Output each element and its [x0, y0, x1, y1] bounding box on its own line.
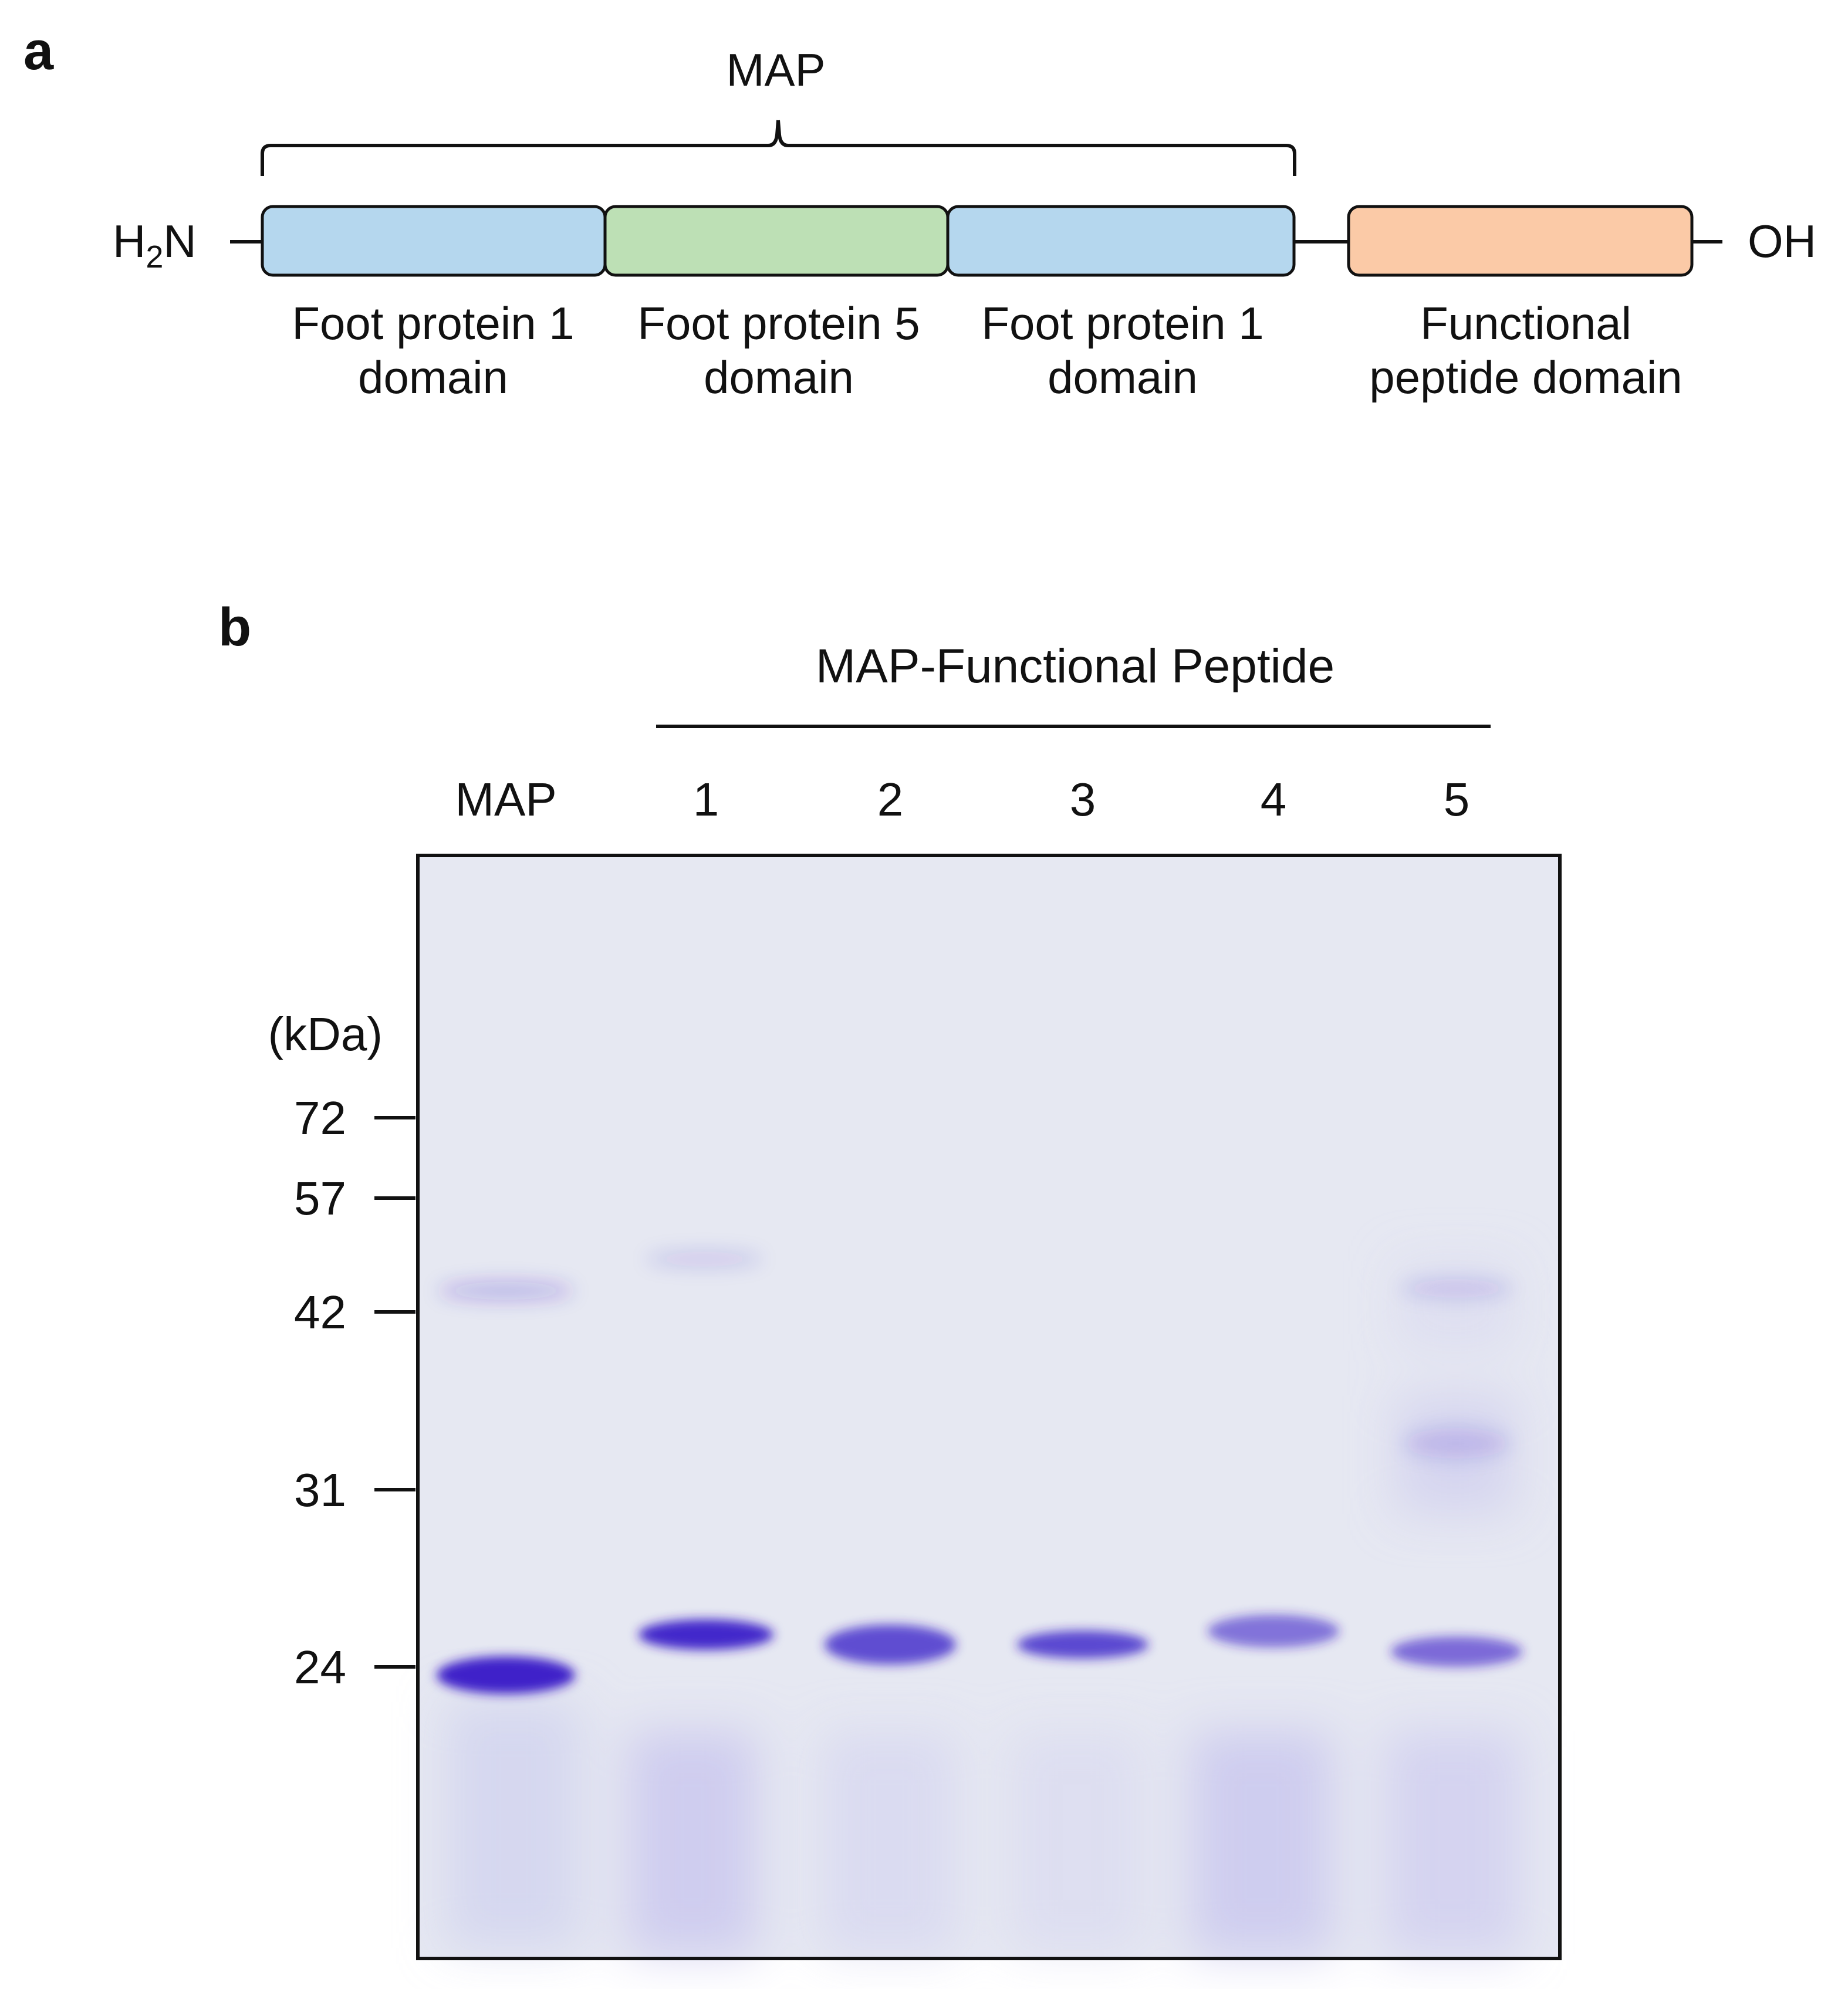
domain-labels: Foot protein 1 domain Foot protein 5 dom…	[292, 297, 1682, 403]
faint-band	[1404, 1428, 1509, 1459]
lane-smears	[446, 1261, 1520, 1954]
group-label: MAP-Functional Peptide	[816, 640, 1335, 693]
band	[1391, 1636, 1522, 1667]
gel-background	[418, 855, 1560, 1958]
unit-label: (kDa)	[268, 1008, 383, 1060]
band	[1208, 1615, 1339, 1648]
panel-b: b MAP-Functional Peptide MAP 1 2 3 4 5 (…	[218, 597, 1562, 1960]
lane-smear	[628, 1731, 757, 1954]
c-terminus-label: OH	[1748, 215, 1816, 267]
lane-label-map: MAP	[455, 773, 556, 826]
domain-box-functional-peptide	[1347, 205, 1694, 277]
band	[825, 1625, 956, 1665]
map-bracket-label: MAP	[726, 44, 825, 96]
lane-labels: MAP 1 2 3 4 5	[455, 773, 1469, 826]
faint-bands	[438, 1251, 1512, 1459]
band	[437, 1656, 575, 1694]
lane-smear	[822, 1731, 957, 1954]
marker-label: 31	[294, 1464, 346, 1516]
protein-bands	[437, 1615, 1522, 1694]
domain-box-foot-protein-1-right	[946, 205, 1296, 277]
domain-label-line2: domain	[358, 351, 508, 403]
domain-label-line1: Foot protein 1	[981, 297, 1263, 349]
domain-box-foot-protein-1-left	[261, 205, 607, 277]
lane-smear	[1009, 1731, 1144, 1954]
lane-label: 4	[1261, 773, 1287, 826]
gel-border	[416, 854, 1562, 1960]
lane-smear	[1397, 1261, 1514, 1349]
panel-a-label: a	[23, 21, 54, 81]
n-terminus-label: H2N	[113, 215, 197, 275]
map-bracket	[261, 120, 1296, 176]
domain-label-line1: Functional	[1420, 297, 1631, 349]
domain-label-line1: Foot protein 1	[292, 297, 574, 349]
band	[1017, 1631, 1148, 1659]
domain-box-foot-protein-5	[603, 205, 950, 277]
panel-b-label: b	[218, 597, 251, 657]
lane-label: 1	[693, 773, 719, 826]
lane-smear	[446, 1702, 581, 1948]
band	[638, 1619, 773, 1650]
marker-label: 57	[294, 1172, 346, 1224]
marker-label: 42	[294, 1286, 346, 1338]
marker-ladder: 72 57 42 31 24	[294, 1092, 415, 1693]
domain-label-line2: peptide domain	[1369, 351, 1682, 403]
domain-label-line1: Foot protein 5	[637, 297, 920, 349]
lane-label: 5	[1444, 773, 1470, 826]
faint-band	[438, 1281, 573, 1300]
domain-label-line2: domain	[1048, 351, 1198, 403]
faint-band	[1401, 1279, 1512, 1298]
panel-a: a MAP H2N OH Foot protein 1 domain Foot …	[23, 21, 1816, 403]
gel-image	[416, 854, 1562, 1960]
lane-smear	[1191, 1731, 1332, 1954]
lane-label: 3	[1070, 773, 1096, 826]
lane-smear	[1385, 1731, 1520, 1954]
marker-label: 72	[294, 1092, 346, 1144]
domain-label-line2: domain	[704, 351, 854, 403]
faint-band	[646, 1251, 763, 1267]
marker-label: 24	[294, 1641, 346, 1693]
lane-label: 2	[877, 773, 904, 826]
